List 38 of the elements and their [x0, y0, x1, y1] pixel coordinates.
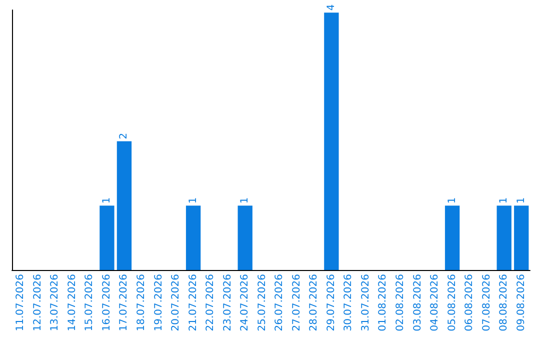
x-tick-label: 02.08.2026 — [395, 274, 406, 332]
data-label: 1 — [498, 197, 510, 204]
x-tick-label: 04.08.2026 — [430, 274, 441, 332]
x-tick-label: 03.08.2026 — [412, 274, 424, 332]
x-tick-label: 15.07.2026 — [84, 274, 96, 332]
data-label: 1 — [516, 197, 527, 204]
x-tick-label: 01.08.2026 — [378, 274, 389, 332]
data-label: 1 — [240, 197, 251, 204]
x-tick-label: 26.07.2026 — [274, 274, 286, 332]
x-tick-label: 20.07.2026 — [170, 274, 182, 332]
x-tick-label: 08.08.2026 — [498, 274, 510, 332]
x-tick-label: 17.07.2026 — [118, 274, 130, 332]
x-tick-label: 05.08.2026 — [446, 274, 458, 332]
x-tick-label: 09.08.2026 — [516, 274, 527, 332]
x-tick-label: 07.08.2026 — [481, 274, 492, 332]
data-label: 1 — [188, 197, 199, 204]
data-label: 1 — [446, 197, 458, 204]
x-tick-label: 30.07.2026 — [343, 274, 354, 332]
x-tick-label: 24.07.2026 — [240, 274, 251, 332]
x-tick-label: 28.07.2026 — [308, 274, 320, 332]
x-tick-label: 29.07.2026 — [326, 274, 337, 332]
x-tick-label: 31.07.2026 — [360, 274, 372, 332]
data-label: 2 — [118, 132, 130, 140]
x-tick-label: 21.07.2026 — [188, 274, 199, 332]
x-tick-label: 22.07.2026 — [205, 274, 216, 332]
x-tick-label: 25.07.2026 — [256, 274, 268, 332]
x-tick-label: 14.07.2026 — [66, 274, 78, 332]
data-label: 1 — [101, 197, 112, 204]
x-tick-label: 06.08.2026 — [464, 274, 476, 332]
x-tick-label: 13.07.2026 — [50, 274, 61, 332]
x-tick-label: 23.07.2026 — [222, 274, 234, 332]
x-tick-label: 12.07.2026 — [32, 274, 44, 332]
x-tick-label: 27.07.2026 — [291, 274, 302, 332]
x-tick-label: 16.07.2026 — [101, 274, 112, 332]
data-label: 4 — [326, 4, 337, 11]
x-tick-label: 18.07.2026 — [136, 274, 147, 332]
x-tick-label: 19.07.2026 — [153, 274, 164, 332]
x-tick-label: 11.07.2026 — [15, 274, 26, 332]
